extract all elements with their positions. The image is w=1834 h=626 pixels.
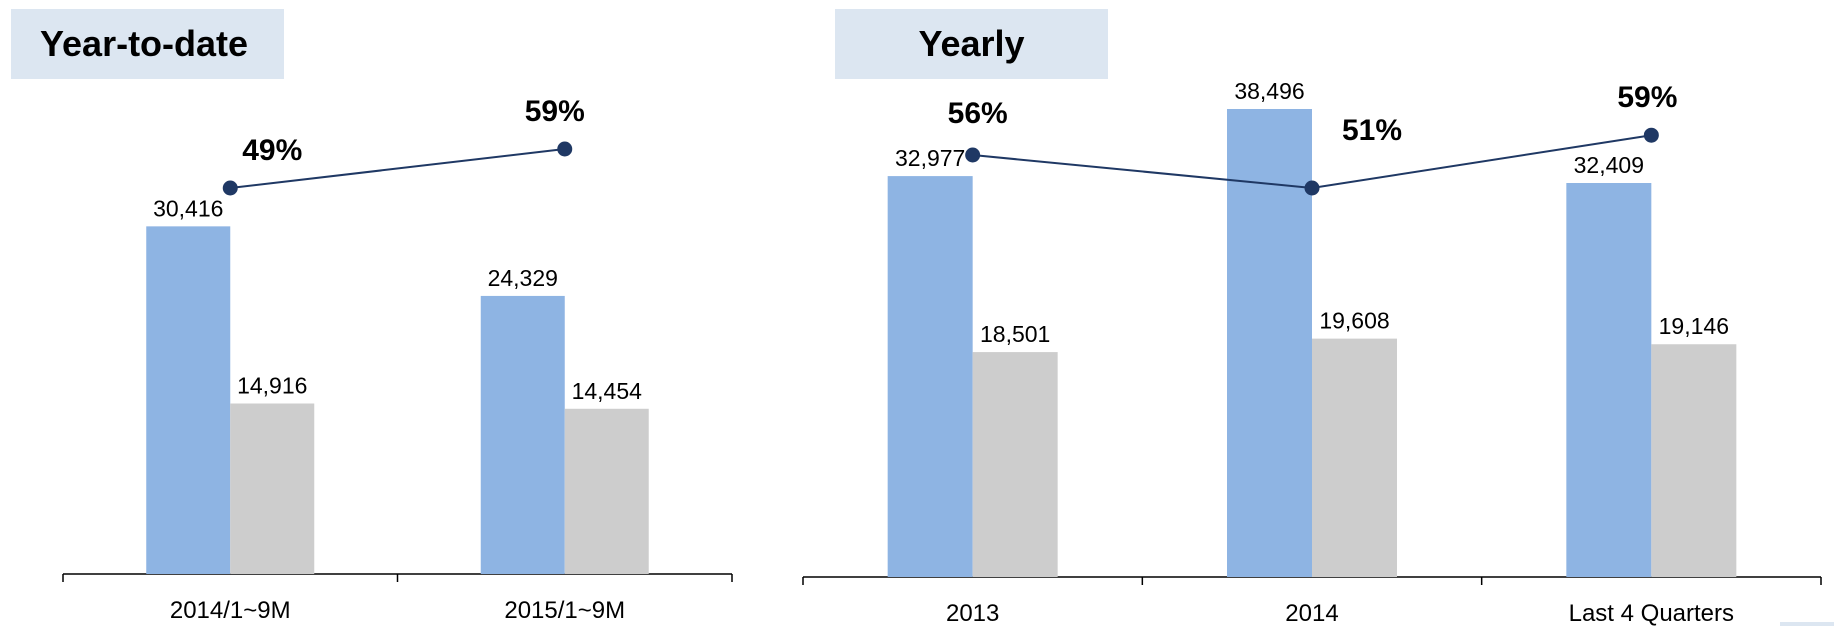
bar-value-label: 19,608: [1319, 308, 1389, 334]
ratio-point: [222, 180, 238, 196]
corner-tab: [1780, 622, 1834, 626]
category-label: Last 4 Quarters: [1569, 600, 1734, 626]
ratio-point: [1643, 127, 1659, 143]
bar-series-1: [887, 176, 973, 577]
category-label: 2014: [1285, 600, 1338, 626]
bar-series-2: [230, 403, 315, 574]
bar-value-label: 19,146: [1659, 313, 1729, 339]
bar-value-label: 38,496: [1234, 78, 1304, 104]
bar-value-label: 24,329: [488, 265, 558, 291]
chart-title-yearly: Yearly: [835, 9, 1108, 79]
bar-series-1: [1227, 109, 1312, 577]
ratio-point: [557, 141, 573, 157]
ratio-label: 49%: [242, 134, 302, 167]
bar-series-2: [1651, 344, 1737, 577]
ratio-label: 51%: [1342, 114, 1402, 147]
bar-series-2: [972, 352, 1058, 577]
ratio-point: [1304, 180, 1320, 196]
category-label: 2015/1~9M: [504, 597, 625, 624]
category-label: 2013: [946, 600, 999, 626]
bar-value-label: 14,454: [572, 378, 643, 404]
bar-series-1: [1566, 183, 1652, 577]
bar-series-1: [480, 295, 565, 574]
bar-series-2: [1312, 338, 1397, 577]
bar-value-label: 32,977: [895, 145, 965, 171]
ratio-point: [965, 147, 981, 163]
bar-value-label: 32,409: [1574, 152, 1644, 178]
ratio-label: 56%: [948, 97, 1008, 130]
bar-value-label: 18,501: [980, 321, 1050, 347]
ratio-line-0: [230, 148, 565, 189]
ratio-label: 59%: [525, 95, 585, 128]
bar-series-2: [564, 408, 649, 574]
chart-title-year-to-date: Year-to-date: [11, 9, 284, 79]
bar-series-1: [146, 226, 231, 574]
category-label: 2014/1~9M: [170, 597, 291, 624]
bar-value-label: 14,916: [237, 373, 307, 399]
ratio-label: 59%: [1617, 81, 1677, 114]
bar-value-label: 30,416: [153, 195, 223, 221]
